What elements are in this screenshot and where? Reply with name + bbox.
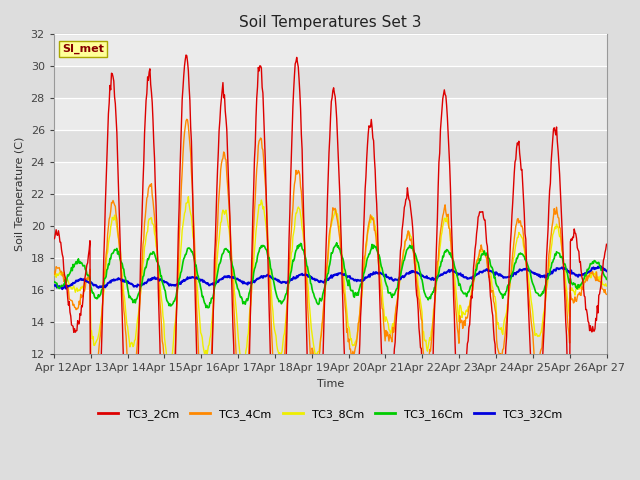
TC3_16Cm bbox=[60, 281, 68, 287]
TC3_2Cm bbox=[415, 325, 423, 331]
TC3_8Cm bbox=[184, 194, 192, 200]
TC3_16Cm bbox=[173, 288, 180, 294]
TC3_32Cm bbox=[173, 281, 181, 287]
TC3_32Cm bbox=[398, 274, 406, 280]
TC3_2Cm bbox=[50, 236, 58, 242]
Bar bbox=[54, 130, 607, 162]
TC3_32Cm bbox=[603, 268, 611, 274]
Legend: TC3_2Cm, TC3_4Cm, TC3_8Cm, TC3_16Cm, TC3_32Cm: TC3_2Cm, TC3_4Cm, TC3_8Cm, TC3_16Cm, TC3… bbox=[93, 405, 566, 424]
TC3_8Cm bbox=[399, 255, 406, 261]
TC3_4Cm bbox=[603, 291, 611, 297]
Y-axis label: Soil Temperature (C): Soil Temperature (C) bbox=[15, 137, 25, 252]
TC3_16Cm bbox=[415, 264, 423, 269]
TC3_4Cm bbox=[204, 404, 211, 410]
TC3_16Cm bbox=[117, 258, 125, 264]
TC3_32Cm bbox=[203, 281, 211, 287]
Bar bbox=[54, 194, 607, 226]
TC3_32Cm bbox=[58, 286, 66, 292]
Bar bbox=[54, 290, 607, 322]
Bar bbox=[54, 162, 607, 194]
Text: SI_met: SI_met bbox=[62, 44, 104, 54]
TC3_4Cm bbox=[117, 264, 125, 269]
TC3_4Cm bbox=[415, 297, 423, 302]
Bar bbox=[54, 226, 607, 258]
Line: TC3_8Cm: TC3_8Cm bbox=[54, 197, 607, 367]
Bar bbox=[54, 66, 607, 98]
TC3_16Cm bbox=[50, 279, 58, 285]
TC3_32Cm bbox=[597, 264, 605, 269]
TC3_16Cm bbox=[333, 240, 340, 246]
TC3_4Cm bbox=[399, 254, 406, 260]
TC3_8Cm bbox=[415, 287, 423, 292]
TC3_4Cm bbox=[165, 448, 173, 454]
TC3_2Cm bbox=[603, 241, 611, 247]
TC3_8Cm bbox=[204, 349, 211, 355]
TC3_2Cm bbox=[117, 258, 125, 264]
TC3_8Cm bbox=[60, 269, 68, 275]
TC3_2Cm bbox=[173, 299, 180, 304]
Line: TC3_4Cm: TC3_4Cm bbox=[54, 119, 607, 451]
Title: Soil Temperatures Set 3: Soil Temperatures Set 3 bbox=[239, 15, 421, 30]
Bar bbox=[54, 322, 607, 354]
TC3_8Cm bbox=[603, 283, 611, 289]
TC3_4Cm bbox=[183, 116, 191, 122]
TC3_8Cm bbox=[117, 252, 125, 258]
TC3_16Cm bbox=[603, 276, 611, 282]
TC3_4Cm bbox=[50, 268, 58, 274]
TC3_8Cm bbox=[50, 273, 58, 278]
Line: TC3_32Cm: TC3_32Cm bbox=[54, 266, 607, 289]
Bar bbox=[54, 34, 607, 66]
Line: TC3_2Cm: TC3_2Cm bbox=[54, 55, 607, 480]
TC3_16Cm bbox=[399, 261, 406, 267]
TC3_32Cm bbox=[50, 282, 58, 288]
Bar bbox=[54, 258, 607, 290]
TC3_32Cm bbox=[118, 278, 125, 284]
TC3_2Cm bbox=[182, 52, 190, 58]
TC3_32Cm bbox=[61, 285, 68, 290]
TC3_2Cm bbox=[399, 221, 406, 227]
Line: TC3_16Cm: TC3_16Cm bbox=[54, 243, 607, 308]
TC3_8Cm bbox=[173, 287, 181, 293]
TC3_4Cm bbox=[173, 286, 181, 291]
TC3_4Cm bbox=[60, 278, 68, 284]
X-axis label: Time: Time bbox=[317, 379, 344, 389]
TC3_2Cm bbox=[60, 267, 68, 273]
Bar bbox=[54, 98, 607, 130]
TC3_16Cm bbox=[202, 305, 210, 311]
TC3_8Cm bbox=[166, 364, 173, 370]
TC3_16Cm bbox=[205, 305, 212, 311]
TC3_32Cm bbox=[414, 271, 422, 276]
